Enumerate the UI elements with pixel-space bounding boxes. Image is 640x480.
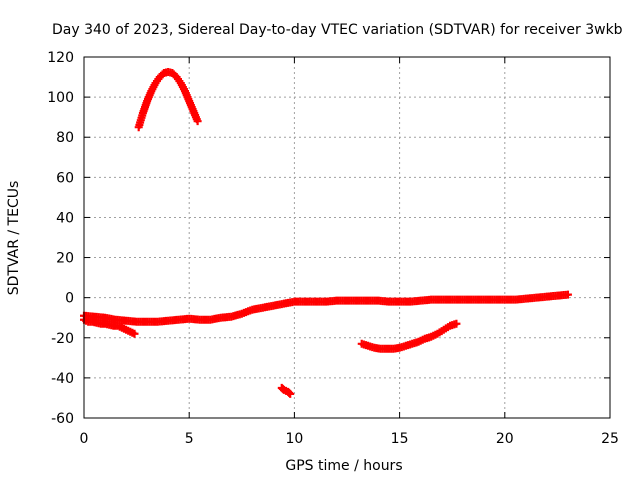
grid (84, 57, 610, 418)
y-tick-label: 100 (47, 90, 74, 106)
series-arc-main (80, 290, 572, 326)
data-point (193, 117, 202, 126)
y-tick-label: 40 (56, 210, 74, 226)
series-arc-low (277, 383, 295, 398)
y-tick-label: -40 (51, 371, 74, 387)
plot-frame (83, 56, 611, 419)
y-tick-label: 80 (56, 130, 74, 146)
y-tick-label: -20 (51, 331, 74, 347)
y-tick-label: 120 (47, 50, 74, 66)
series-arc-high (134, 68, 202, 132)
axis-ticks: 0 5 10 15 20 25 -60 -40 -20 0 20 40 60 80 100 120 (47, 50, 619, 447)
x-tick-label: 10 (285, 431, 303, 447)
y-tick-label: 0 (65, 291, 74, 307)
series-arc-mid (357, 319, 461, 353)
x-tick-label: 5 (185, 431, 194, 447)
y-tick-label: 20 (56, 251, 74, 267)
y-axis-label: SDTVAR / TECUs (6, 181, 22, 296)
x-tick-label: 0 (80, 431, 89, 447)
data-point (452, 319, 461, 328)
y-tick-label: 60 (56, 170, 74, 186)
x-tick-label: 25 (601, 431, 619, 447)
chart-title: Day 340 of 2023, Sidereal Day-to-day VTE… (52, 22, 623, 38)
y-tick-label: -60 (51, 411, 74, 427)
x-tick-label: 20 (496, 431, 514, 447)
data-point (563, 290, 572, 299)
data-point (286, 389, 295, 398)
x-tick-label: 15 (391, 431, 409, 447)
data-points (80, 68, 572, 398)
x-axis-label: GPS time / hours (285, 458, 402, 474)
data-point (130, 329, 139, 338)
